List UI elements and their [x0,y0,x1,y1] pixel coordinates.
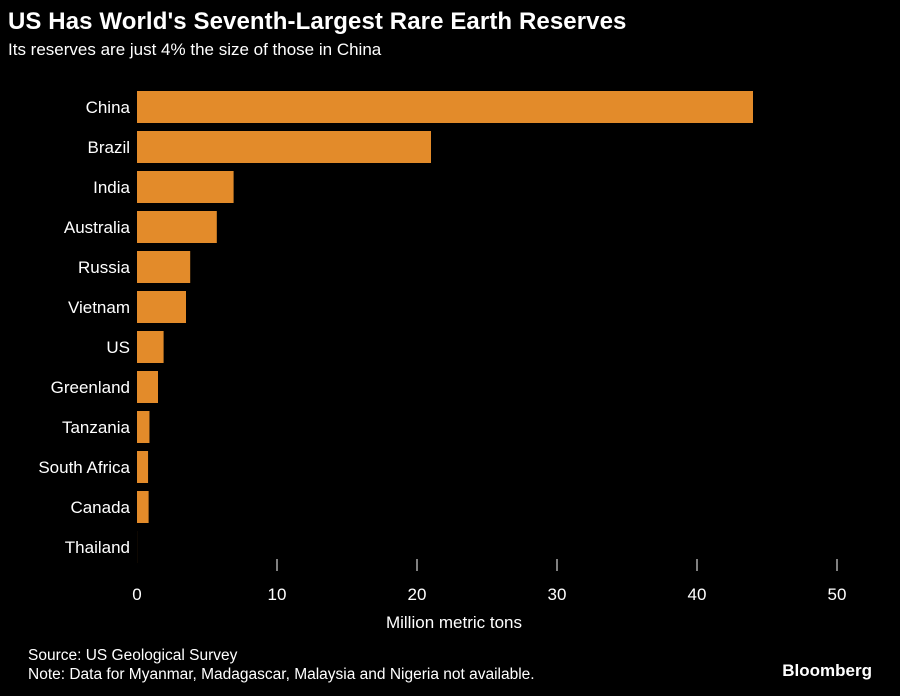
category-label-south-africa: South Africa [38,458,130,477]
category-label-canada: Canada [70,498,130,517]
bar-south-africa [137,451,149,483]
bars-group [137,91,753,563]
x-tick-label-10: 10 [268,585,287,604]
bar-australia [137,211,217,243]
category-label-brazil: Brazil [87,138,130,157]
category-label-vietnam: Vietnam [68,298,130,317]
x-tick-label-30: 30 [548,585,567,604]
x-tick-label-40: 40 [688,585,707,604]
category-label-india: India [93,178,130,197]
bar-chart: China Brazil India Australia Russia Vietnam US… [38,91,846,632]
bar-russia [137,251,191,283]
category-label-russia: Russia [78,258,131,277]
x-axis-title: Million metric tons [386,613,522,632]
category-label-us: US [106,338,130,357]
chart-title: US Has World's Seventh-Largest Rare Eart… [8,8,627,35]
source-note: Source: US Geological Survey [28,647,238,664]
category-label-australia: Australia [64,218,131,237]
category-label-greenland: Greenland [51,378,130,397]
bar-brazil [137,131,431,163]
category-label-thailand: Thailand [65,538,130,557]
x-tick-label-50: 50 [828,585,847,604]
bar-china [137,91,753,123]
category-labels-group: China Brazil India Australia Russia Vietnam US… [38,98,130,557]
bloomberg-logo: Bloomberg [782,661,872,680]
data-note: Note: Data for Myanmar, Madagascar, Mala… [28,666,535,683]
bar-vietnam [137,291,186,323]
x-tick-label-20: 20 [408,585,427,604]
bar-us [137,331,164,363]
x-axis-ticks-group: 0 10 20 30 40 50 [132,559,846,604]
bar-canada [137,491,149,523]
bar-greenland [137,371,158,403]
category-label-china: China [86,98,131,117]
chart-subtitle: Its reserves are just 4% the size of tho… [8,40,382,59]
bar-india [137,171,234,203]
x-tick-label-0: 0 [132,585,141,604]
bar-tanzania [137,411,150,443]
category-label-tanzania: Tanzania [62,418,131,437]
